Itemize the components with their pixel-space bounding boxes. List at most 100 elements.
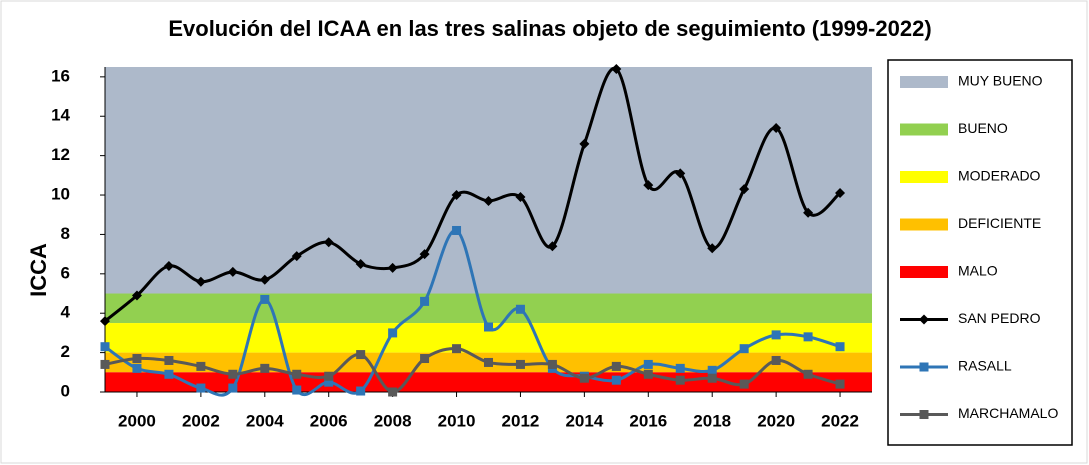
legend-box — [887, 59, 1073, 446]
y-tick-label: 8 — [61, 224, 70, 243]
legend-swatch — [900, 171, 948, 183]
marker — [803, 207, 814, 218]
legend-label: MARCHAMALO — [958, 405, 1058, 421]
marker — [675, 168, 686, 179]
marker — [132, 354, 142, 364]
x-tick-label: 2014 — [565, 411, 603, 430]
marker — [419, 249, 430, 260]
y-tick-label: 6 — [61, 263, 70, 282]
marker — [196, 383, 206, 393]
marker — [420, 296, 430, 306]
marker — [292, 369, 302, 379]
marker — [771, 123, 782, 134]
marker — [388, 387, 398, 397]
marker — [132, 363, 142, 373]
marker — [835, 342, 845, 352]
marker — [260, 294, 270, 304]
x-tick-label: 2022 — [821, 411, 859, 430]
marker — [643, 359, 653, 369]
marker — [547, 241, 558, 252]
marker — [707, 373, 717, 383]
legend-label: RASALL — [958, 358, 1012, 374]
y-axis-label: ICCA — [26, 243, 51, 297]
marker — [420, 354, 430, 364]
marker — [483, 195, 494, 206]
marker — [579, 138, 590, 149]
marker — [452, 225, 462, 235]
marker — [260, 363, 270, 373]
marker — [643, 369, 653, 379]
marker — [803, 332, 813, 342]
marker — [195, 276, 206, 287]
legend-swatch — [900, 123, 948, 136]
marker — [611, 375, 621, 385]
legend-swatch — [900, 76, 948, 88]
marker — [324, 371, 334, 381]
chart-title: Evolución del ICAA en las tres salinas o… — [168, 16, 931, 41]
marker — [196, 361, 206, 371]
marker — [835, 188, 846, 199]
marker — [739, 184, 750, 195]
y-tick-label: 0 — [61, 381, 70, 400]
y-tick-label: 12 — [51, 145, 70, 164]
marker — [707, 243, 718, 254]
marker — [611, 63, 622, 74]
legend-label: MUY BUENO — [958, 73, 1043, 89]
marker — [739, 379, 749, 389]
marker — [291, 251, 302, 262]
marker — [163, 260, 174, 271]
legend-label: BUENO — [958, 120, 1008, 136]
legend-swatch — [900, 266, 948, 278]
legend-label: DEFICIENTE — [958, 215, 1041, 231]
marker — [227, 266, 238, 277]
marker — [292, 385, 302, 395]
marker — [100, 359, 110, 369]
marker — [771, 330, 781, 340]
marker — [452, 344, 462, 354]
marker — [228, 369, 238, 379]
marker — [707, 365, 717, 375]
marker — [387, 262, 398, 273]
marker — [100, 316, 110, 327]
marker — [675, 363, 685, 373]
marker — [388, 328, 398, 338]
legend-swatch — [900, 218, 948, 231]
x-tick-label: 2002 — [182, 411, 220, 430]
marker — [100, 342, 110, 352]
quality-band — [105, 293, 872, 324]
y-tick-label: 2 — [61, 342, 70, 361]
marker — [739, 344, 749, 354]
marker — [611, 361, 621, 371]
marker — [515, 192, 526, 202]
x-tick-label: 2018 — [693, 411, 731, 430]
quality-band — [105, 67, 872, 294]
marker — [164, 355, 174, 365]
marker — [355, 258, 366, 269]
x-tick-label: 2000 — [118, 411, 156, 430]
y-tick-label: 14 — [51, 106, 70, 125]
marker — [484, 322, 493, 332]
marker — [324, 377, 334, 387]
marker — [356, 386, 366, 396]
legend-label: SAN PEDRO — [958, 310, 1041, 326]
marker — [131, 290, 142, 301]
marker — [323, 237, 334, 248]
x-tick-label: 2008 — [374, 411, 412, 430]
x-tick-label: 2004 — [246, 411, 284, 430]
marker — [515, 304, 525, 314]
marker — [579, 373, 589, 383]
y-tick-label: 16 — [51, 66, 70, 85]
x-tick-label: 2016 — [629, 411, 667, 430]
x-tick-label: 2012 — [502, 411, 540, 430]
marker — [919, 362, 929, 372]
marker — [835, 379, 845, 389]
y-tick-label: 10 — [51, 185, 70, 204]
marker — [919, 410, 929, 419]
marker — [164, 369, 174, 379]
marker — [643, 180, 654, 191]
marker — [356, 350, 366, 360]
marker — [484, 357, 493, 367]
x-tick-label: 2020 — [757, 411, 795, 430]
legend-label: MODERADO — [958, 168, 1041, 184]
